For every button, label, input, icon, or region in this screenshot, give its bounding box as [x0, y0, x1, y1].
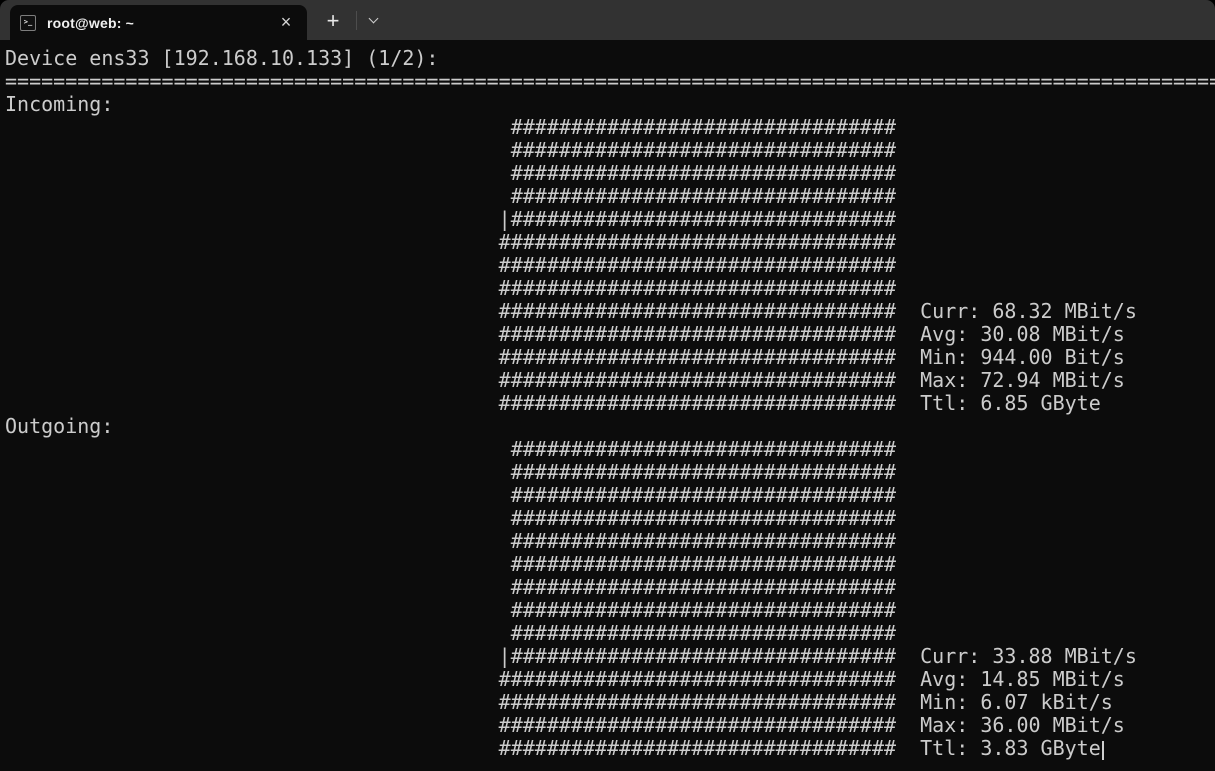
text-cursor	[1101, 741, 1104, 760]
tab-dropdown-button[interactable]	[361, 7, 385, 34]
plus-icon: +	[326, 7, 340, 33]
graph-row: ################################# Min: 9…	[5, 345, 1125, 369]
title-bar[interactable]: >_ root@web: ~ × +	[0, 0, 1215, 40]
graph-row: ################################	[5, 138, 897, 162]
graph-row: ################################# Max: 3…	[5, 713, 1125, 737]
device-line: Device ens33 [192.168.10.133] (1/2):	[5, 46, 439, 70]
graph-row: ################################# Avg: 1…	[5, 667, 1125, 691]
graph-row: ################################# Ttl: 6…	[5, 391, 1101, 415]
section-label: Incoming:	[5, 92, 114, 116]
new-tab-button[interactable]: +	[317, 7, 349, 34]
section-label: Outgoing:	[5, 414, 114, 438]
graph-row: ################################	[5, 598, 897, 622]
graph-row: ################################	[5, 621, 897, 645]
graph-row: ################################	[5, 575, 897, 599]
graph-row: #################################	[5, 253, 897, 277]
graph-row: ################################# Avg: 3…	[5, 322, 1125, 346]
graph-row: ################################# Curr: …	[5, 299, 1137, 323]
graph-row: #################################	[5, 276, 897, 300]
tab-title: root@web: ~	[47, 14, 135, 31]
graph-row: ################################	[5, 506, 897, 530]
graph-row: ################################	[5, 115, 897, 139]
tab-root-web[interactable]: >_ root@web: ~ ×	[10, 5, 307, 40]
chevron-down-icon	[368, 13, 378, 24]
graph-row: ################################# Ttl: 3…	[5, 737, 1215, 760]
graph-row: ################################	[5, 460, 897, 484]
graph-row: ################################	[5, 483, 897, 507]
graph-row: ################################	[5, 161, 897, 185]
close-tab-button[interactable]: ×	[274, 11, 298, 35]
graph-row: ################################# Min: 6…	[5, 690, 1113, 714]
separator-line: ========================================…	[5, 69, 1215, 93]
graph-row: ################################	[5, 437, 897, 461]
graph-row: #################################	[5, 230, 897, 254]
tab-bar-divider	[356, 11, 357, 30]
graph-row: |################################	[5, 207, 897, 231]
close-icon: ×	[280, 12, 292, 32]
terminal-icon: >_	[20, 14, 36, 31]
graph-row: ################################# Max: 7…	[5, 368, 1125, 392]
graph-row: ################################	[5, 529, 897, 553]
graph-row: ################################	[5, 184, 897, 208]
graph-row: |################################ Curr: …	[5, 644, 1137, 668]
terminal-output[interactable]: Device ens33 [192.168.10.133] (1/2): ====…	[0, 40, 1215, 771]
graph-row: ################################	[5, 552, 897, 576]
